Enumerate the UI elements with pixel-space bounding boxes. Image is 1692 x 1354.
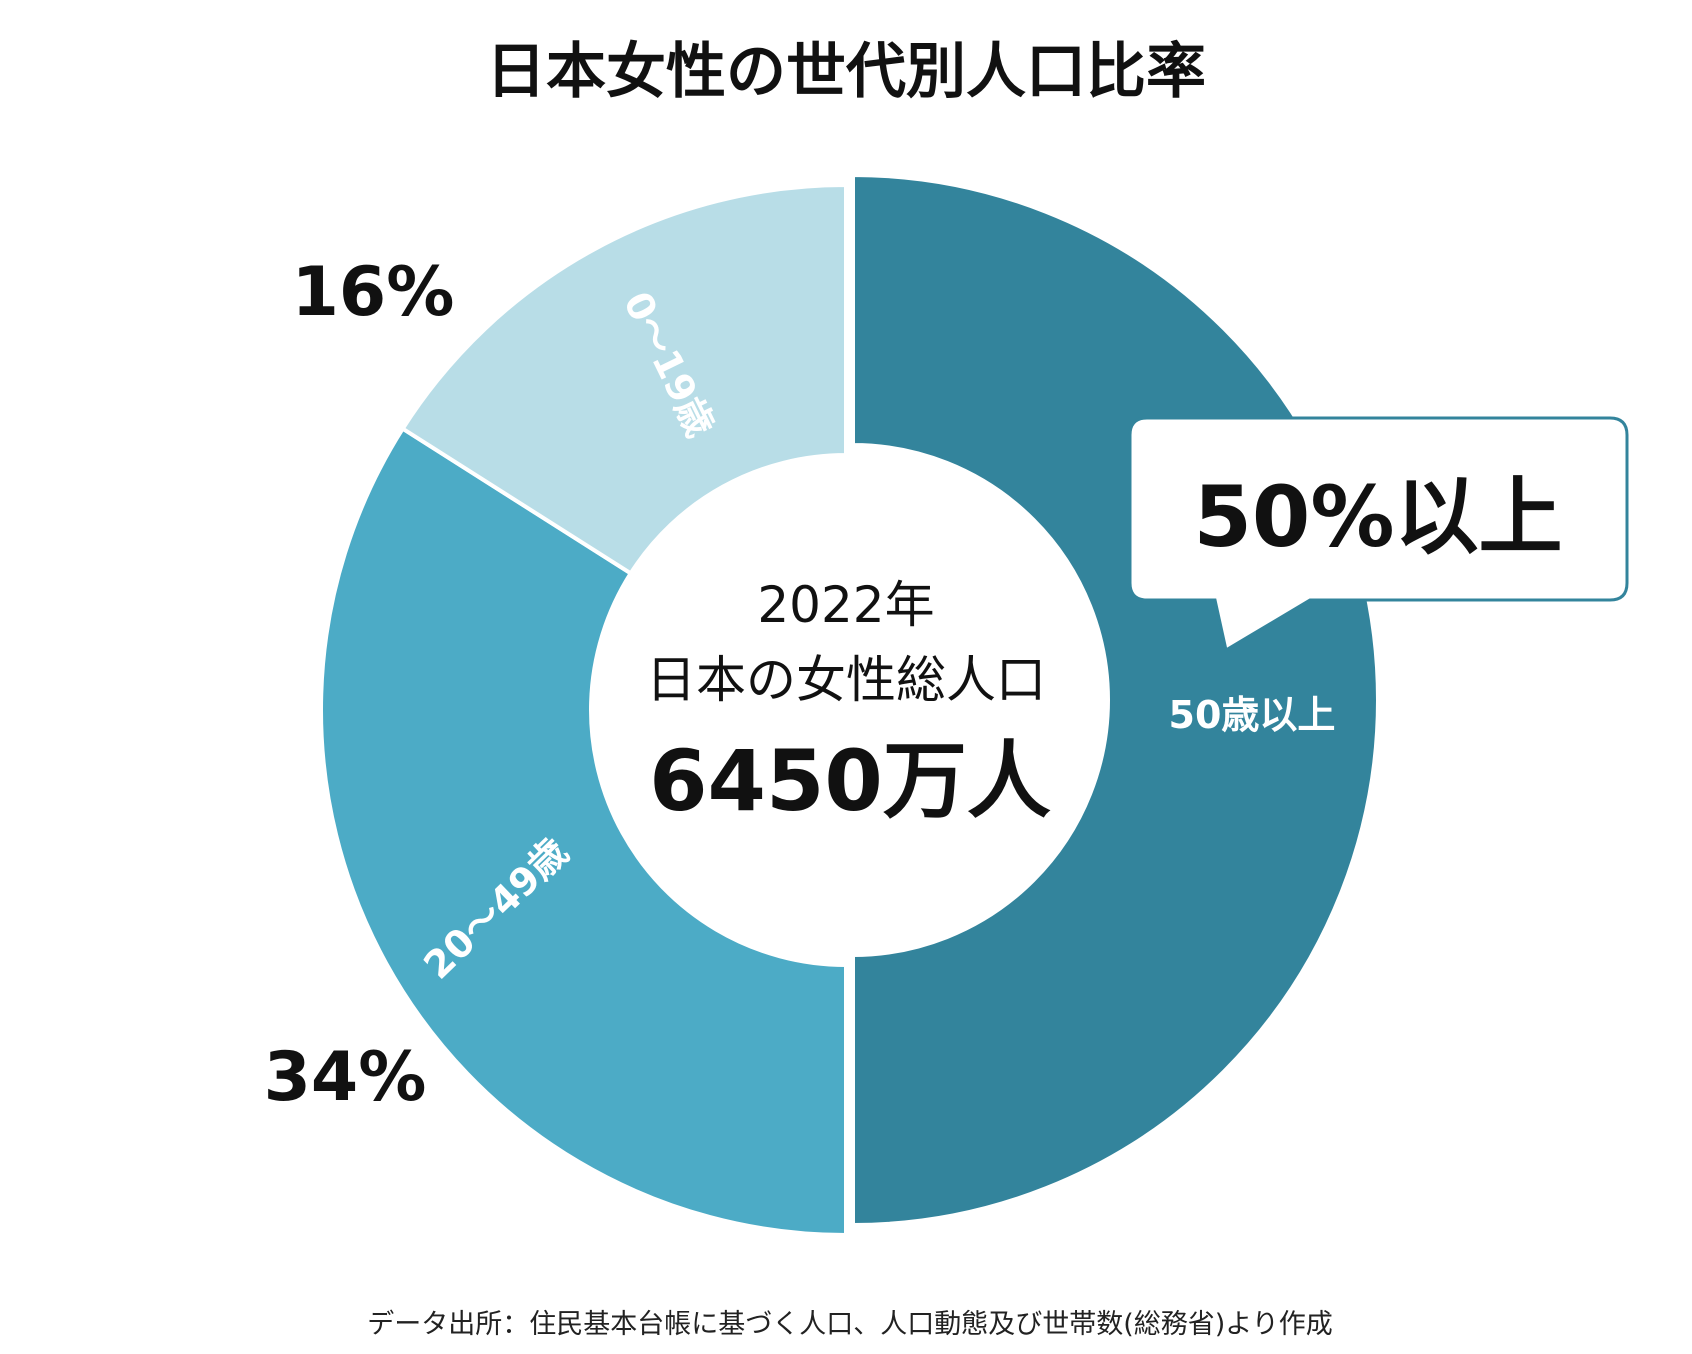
source-note: データ出所：住民基本台帳に基づく人口、人口動態及び世帯数(総務省)より作成 [367,1309,1333,1340]
chart-title: 日本女性の世代別人口比率 [486,37,1206,107]
slice-20-49 [319,425,848,1238]
center-subtitle: 日本の女性総人口 [646,651,1046,709]
slice-label-50plus: 50歳以上 [1169,693,1336,737]
slice-percent-20-49: 34% [264,1038,427,1117]
center-year: 2022年 [757,576,934,634]
slice-0-19 [399,182,848,577]
center-total: 6450万人 [649,732,1051,830]
slice-percent-0-19: 16% [292,253,455,332]
callout-text: 50%以上 [1193,468,1562,566]
callout-bubble [1128,416,1629,653]
callout: 50%以上 [1128,416,1629,653]
